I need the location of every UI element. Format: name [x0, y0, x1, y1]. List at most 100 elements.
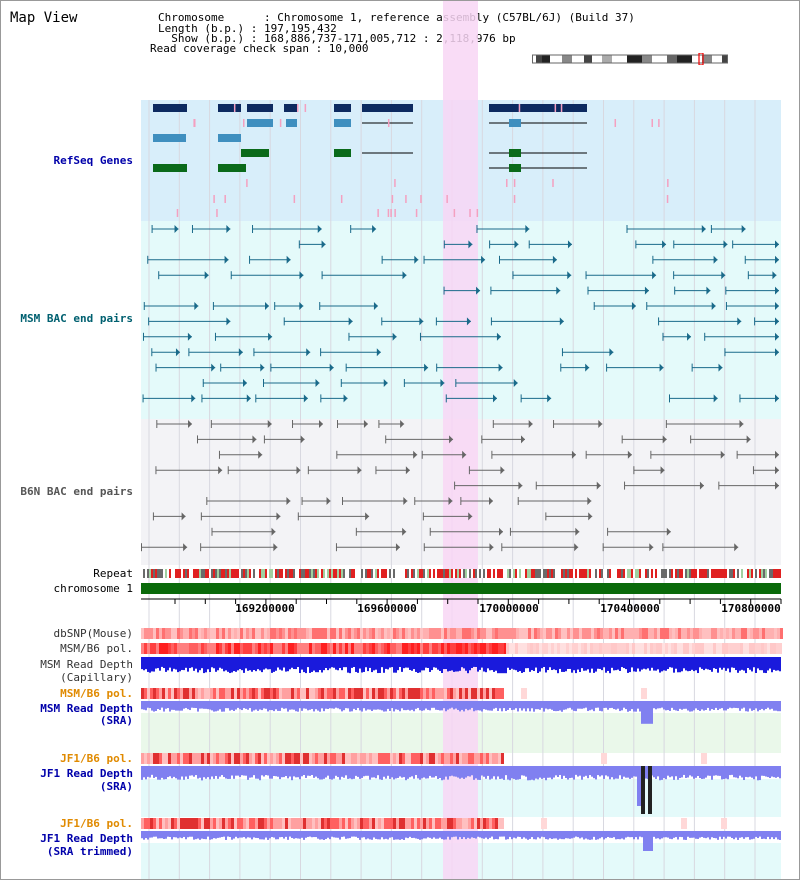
msm-b6-pol-density [258, 688, 261, 699]
dbsnp-density [642, 628, 645, 639]
msm-b6-pol-density [450, 688, 453, 699]
msm-sra-depth [337, 701, 339, 709]
jf1-b6-pol-density [369, 753, 372, 764]
repeat-mark [717, 569, 719, 578]
jf1-trimmed-depth [183, 831, 185, 837]
jf1-b6-pol-density [240, 818, 243, 829]
msm-b6-pol-density [354, 688, 357, 699]
gene-exon [334, 149, 351, 157]
msm-capillary-depth [653, 657, 655, 671]
jf1-sra-depth [595, 766, 597, 780]
msm-b6-pol-density [261, 643, 264, 654]
jf1-trimmed-depth [547, 831, 549, 840]
dbsnp-density [780, 628, 783, 639]
msm-capillary-depth [735, 657, 737, 671]
jf1-b6-pol-density [153, 753, 156, 764]
ideogram-band [584, 55, 592, 63]
jf1-trimmed-depth [413, 831, 415, 838]
msm-b6-pol-density [207, 643, 210, 654]
dbsnp-density [390, 628, 393, 639]
msm-b6-pol-density [444, 688, 447, 699]
jf1-sra-depth [685, 766, 687, 778]
msm-capillary-depth [475, 657, 477, 667]
msm-capillary-depth [691, 657, 693, 670]
b6n-pair-arrow [296, 466, 301, 475]
msm-b6-pol-density [375, 643, 378, 654]
repeat-mark [341, 569, 343, 578]
msm-capillary-depth [185, 657, 187, 668]
jf1-sra-depth [347, 766, 349, 779]
jf1-b6-pol-density [333, 753, 336, 764]
msm-b6-pol-density [671, 643, 674, 654]
track-label-repeat: Repeat [93, 567, 133, 580]
msm-pair-arrow [706, 286, 711, 295]
msm-b6-pol-density [228, 688, 231, 699]
jf1-sra-depth [619, 766, 621, 776]
msm-pair-arrow [713, 394, 718, 403]
msm-b6-pol-density [189, 643, 192, 654]
jf1-b6-pol-density [234, 818, 237, 829]
msm-b6-pol-density [707, 643, 710, 654]
jf1-b6-pol-density [177, 753, 180, 764]
dbsnp-density [573, 628, 576, 639]
jf1-sra-depth [757, 766, 759, 781]
jf1-trimmed-depth [777, 831, 779, 840]
msm-pair-arrow [631, 302, 636, 310]
msm-sra-depth [331, 701, 333, 709]
repeat-mark [167, 569, 169, 578]
jf1-trimmed-depth [507, 831, 509, 840]
jf1-b6-pol-density [150, 818, 153, 829]
msm-sra-depth [755, 701, 757, 709]
msm-capillary-depth [307, 657, 309, 668]
jf1-trimmed-depth [477, 831, 479, 837]
msm-b6-pol-density [402, 643, 405, 654]
jf1-sra-depth [149, 766, 151, 778]
msm-b6-pol-density [330, 643, 333, 654]
msm-pair-arrow [242, 379, 247, 387]
msm-capillary-depth [187, 657, 189, 672]
jf1-b6-pol-density [237, 753, 240, 764]
jf1-trimmed-depth [473, 831, 475, 838]
msm-b6-pol-density [486, 688, 489, 699]
msm-b6-pol-density [171, 688, 174, 699]
dbsnp-density [540, 628, 543, 639]
b6n-pair-arrow [498, 527, 503, 536]
jf1-sra-depth [339, 766, 341, 780]
repeat-mark [203, 569, 205, 578]
msm-sra-depth [321, 701, 323, 709]
jf1-trimmed-depth [439, 831, 441, 838]
jf1-b6-pol-density [306, 818, 309, 829]
dbsnp-density [441, 628, 444, 639]
msm-b6-pol-density [159, 643, 162, 654]
msm-b6-pol-density [249, 688, 252, 699]
jf1-sra-depth [673, 766, 675, 780]
b6n-pair-arrow [448, 497, 453, 505]
msm-sra-depth [611, 701, 613, 708]
msm-sra-depth [473, 701, 475, 712]
jf1-sra-depth [305, 766, 307, 778]
msm-capillary-depth [249, 657, 251, 671]
jf1-b6-pol-density [444, 818, 447, 829]
b6n-pair-arrow [627, 450, 632, 459]
msm-sra-depth [519, 701, 521, 709]
jf1-sra-depth [465, 766, 467, 778]
jf1-b6-pol-density [492, 753, 495, 764]
chromosome-ideogram[interactable] [532, 53, 728, 65]
jf1-b6-pol-density [393, 753, 396, 764]
repeat-mark [281, 569, 283, 578]
repeat-mark [143, 569, 145, 578]
coverage-span-info: Read coverage check span : 10,000 [150, 42, 369, 55]
b6n-pair-arrow [720, 450, 725, 459]
msm-sra-depth [655, 701, 657, 710]
dbsnp-density [162, 628, 165, 639]
msm-sra-depth [505, 701, 507, 712]
dbsnp-density [714, 628, 717, 639]
msm-b6-pol-density [312, 688, 315, 699]
msm-capillary-depth [671, 657, 673, 668]
jf1-sra-depth [169, 766, 171, 777]
jf1-b6-pol-density [186, 818, 189, 829]
repeat-mark [485, 569, 487, 578]
msm-sra-depth [203, 701, 205, 709]
msm-sra-depth [263, 701, 265, 709]
